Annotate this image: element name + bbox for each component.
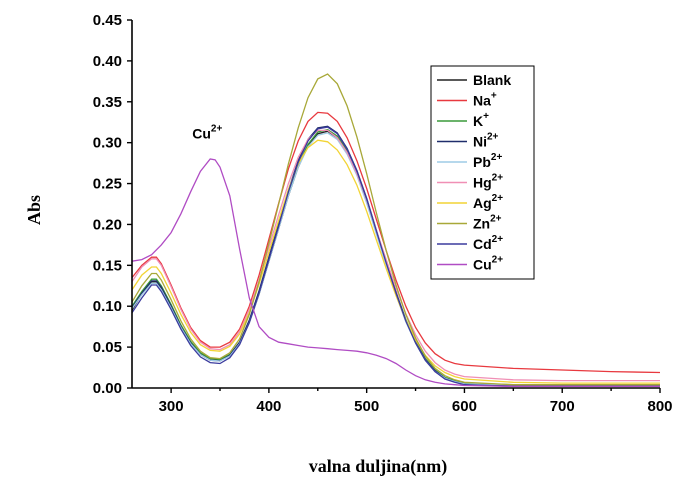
x-tick-label: 400 xyxy=(256,398,281,415)
y-tick-label: 0.15 xyxy=(93,257,122,274)
series-line-cu2- xyxy=(131,158,660,388)
x-tick-label: 800 xyxy=(647,398,672,415)
series-line-cd2- xyxy=(131,126,660,388)
y-tick-label: 0.35 xyxy=(93,94,122,111)
x-tick-label: 600 xyxy=(452,398,477,415)
legend-label: Blank xyxy=(473,72,511,88)
series-line-ag2- xyxy=(131,139,660,384)
y-tick-label: 0.40 xyxy=(93,53,122,70)
annotation-group: Cu2+ xyxy=(192,124,222,142)
axes-group: 300 400 500 600 700 800 0.00 0.05 0.10 0.15 0.20 0.… xyxy=(93,12,673,415)
y-tick-label: 0.00 xyxy=(93,380,122,397)
x-tick-label: 500 xyxy=(354,398,379,415)
y-tick-label: 0.25 xyxy=(93,176,122,193)
series-line-na- xyxy=(131,111,661,374)
y-tick-label: 0.10 xyxy=(93,298,122,315)
y-tick-label: 0.30 xyxy=(93,135,122,152)
y-tick-label: 0.20 xyxy=(93,216,122,233)
x-axis-title: valna duljina(nm) xyxy=(309,456,448,477)
x-tick-label: 300 xyxy=(159,398,184,415)
x-tick-label: 700 xyxy=(550,398,575,415)
y-tick-label: 0.05 xyxy=(93,339,122,356)
cu-annotation: Cu2+ xyxy=(192,124,222,142)
series-group xyxy=(131,73,661,388)
series-line-zn2- xyxy=(131,73,660,386)
series-line-hg2- xyxy=(131,129,660,382)
y-tick-label: 0.45 xyxy=(93,12,122,29)
y-axis-title: Abs xyxy=(24,195,44,225)
series-line-k- xyxy=(131,128,660,386)
